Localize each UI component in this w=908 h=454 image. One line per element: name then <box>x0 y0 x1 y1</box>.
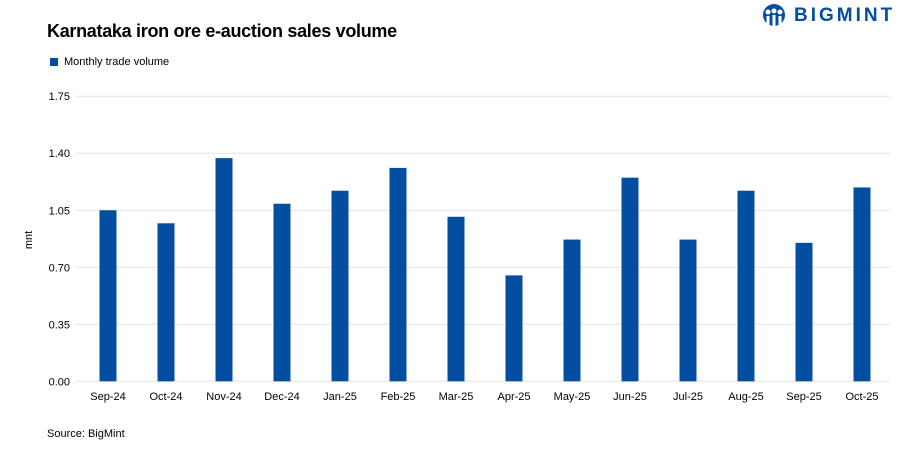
x-tick-label: Sep-25 <box>786 391 821 403</box>
legend-label: Monthly trade volume <box>64 56 170 68</box>
x-tick-label: Oct-25 <box>845 391 878 403</box>
bigmint-logo-text: BIGMINT <box>794 5 896 26</box>
x-tick-label: May-25 <box>554 391 591 403</box>
bar <box>99 210 117 382</box>
legend: Monthly trade volume <box>50 56 169 68</box>
bigmint-logo-icon <box>763 4 785 26</box>
bar <box>737 190 755 382</box>
bar <box>621 177 639 382</box>
bar <box>563 239 581 382</box>
x-tick-label: Dec-24 <box>264 391 299 403</box>
bar <box>447 216 465 382</box>
x-tick-label: Sep-24 <box>90 391 125 403</box>
bigmint-logo: BIGMINT <box>760 4 895 28</box>
bar <box>331 190 349 382</box>
y-axis-label: mnt <box>23 231 35 249</box>
y-tick-label: 1.75 <box>49 91 70 103</box>
chart-title: Karnataka iron ore e-auction sales volum… <box>47 21 397 41</box>
x-tick-label: Mar-25 <box>439 391 474 403</box>
bar <box>853 187 871 382</box>
x-tick-label: Aug-25 <box>728 391 763 403</box>
bar <box>215 158 233 382</box>
x-tick-label: Apr-25 <box>497 391 530 403</box>
bar <box>679 239 697 382</box>
x-tick-label: Jun-25 <box>613 391 647 403</box>
legend-swatch <box>50 58 58 66</box>
x-tick-label: Feb-25 <box>381 391 416 403</box>
source-note: Source: BigMint <box>47 428 125 440</box>
x-tick-label: Oct-24 <box>149 391 182 403</box>
y-tick-label: 0.35 <box>49 319 70 331</box>
bar <box>795 242 813 382</box>
y-tick-label: 1.40 <box>49 148 70 160</box>
y-tick-label: 0.00 <box>49 376 70 388</box>
y-tick-label: 0.70 <box>49 262 70 274</box>
bar <box>273 203 291 382</box>
x-tick-label: Nov-24 <box>206 391 241 403</box>
bar <box>505 275 523 382</box>
y-tick-label: 1.05 <box>49 205 70 217</box>
bar <box>389 167 407 382</box>
bar <box>157 223 175 382</box>
x-tick-label: Jul-25 <box>673 391 703 403</box>
x-tick-label: Jan-25 <box>323 391 357 403</box>
